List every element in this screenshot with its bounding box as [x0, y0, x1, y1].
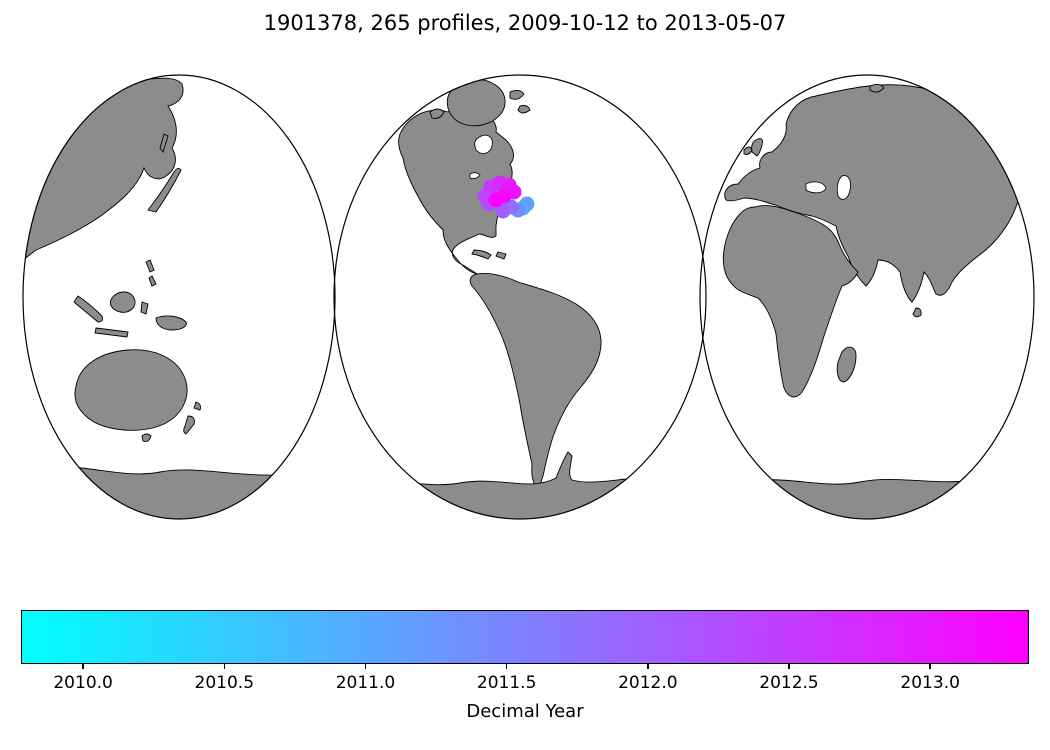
profile-point — [488, 192, 504, 208]
caspian-sea — [836, 175, 851, 200]
sumatra — [73, 295, 103, 323]
cuba — [471, 249, 492, 260]
colorbar-tick — [788, 664, 790, 669]
colorbar-tick-label: 2011.0 — [335, 673, 396, 693]
greenland — [446, 79, 506, 127]
sulawesi — [140, 301, 149, 315]
new-zealand — [183, 401, 201, 435]
profile-scatter-points — [477, 175, 535, 219]
plot-title: 1901378, 265 profiles, 2009-10-12 to 201… — [263, 11, 787, 35]
map-lobe-right-outline — [699, 74, 1035, 520]
colorbar-tick-label: 2012.5 — [759, 673, 819, 693]
colorbar-tick — [82, 664, 84, 669]
colorbar: 2010.0 2010.5 2011.0 2011.5 2012.0 2012.5 2013… — [21, 610, 1029, 740]
map-lobe-left-outline — [22, 74, 336, 520]
colorbar-tick — [505, 664, 508, 669]
australia — [74, 349, 188, 431]
hudson-bay — [474, 134, 493, 154]
colorbar-tick-label: 2012.0 — [618, 673, 678, 693]
africa — [722, 205, 859, 398]
new-guinea — [155, 315, 187, 331]
map-lobe-center-outline — [333, 74, 707, 520]
colorbar-tick-label: 2010.5 — [194, 673, 255, 693]
colorbar-axis-label: Decimal Year — [466, 701, 584, 722]
colorbar-tick — [929, 664, 931, 669]
philippines — [145, 259, 157, 287]
madagascar — [836, 346, 857, 383]
colorbar-gradient — [21, 610, 1029, 664]
sri-lanka — [912, 307, 922, 318]
south-america — [469, 273, 602, 489]
antarctica-right — [739, 477, 986, 519]
great-lakes — [469, 172, 481, 179]
tasmania — [141, 433, 152, 442]
world-map — [22, 74, 1035, 520]
eurasia — [724, 84, 1023, 303]
colorbar-tick-label: 2013.0 — [900, 673, 960, 693]
japan — [147, 167, 182, 213]
black-sea — [805, 181, 827, 194]
center-lobe-land — [339, 79, 701, 519]
borneo — [109, 291, 136, 313]
profile-point — [495, 203, 511, 219]
colorbar-tick — [364, 664, 367, 669]
british-isles — [743, 138, 763, 157]
colorbar-tick — [223, 664, 225, 669]
java — [94, 327, 129, 338]
colorbar-tick-label: 2011.5 — [476, 673, 537, 693]
colorbar-tick-label: 2010.0 — [53, 673, 113, 693]
colorbar-tick — [647, 664, 649, 669]
arctic-islands — [429, 89, 531, 119]
svalbard — [869, 83, 885, 93]
sakhalin — [159, 133, 169, 153]
hispaniola — [495, 251, 507, 260]
antarctica-center — [339, 451, 701, 519]
